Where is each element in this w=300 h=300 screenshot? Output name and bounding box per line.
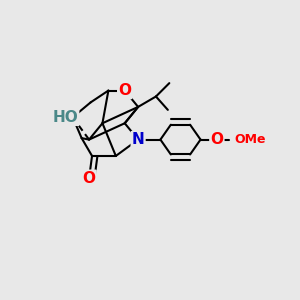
Text: O: O [118, 83, 131, 98]
Text: OMe: OMe [235, 133, 266, 146]
Text: N: N [132, 132, 145, 147]
Text: O: O [82, 171, 96, 186]
Text: O: O [210, 132, 224, 147]
Text: HO: HO [52, 110, 78, 125]
